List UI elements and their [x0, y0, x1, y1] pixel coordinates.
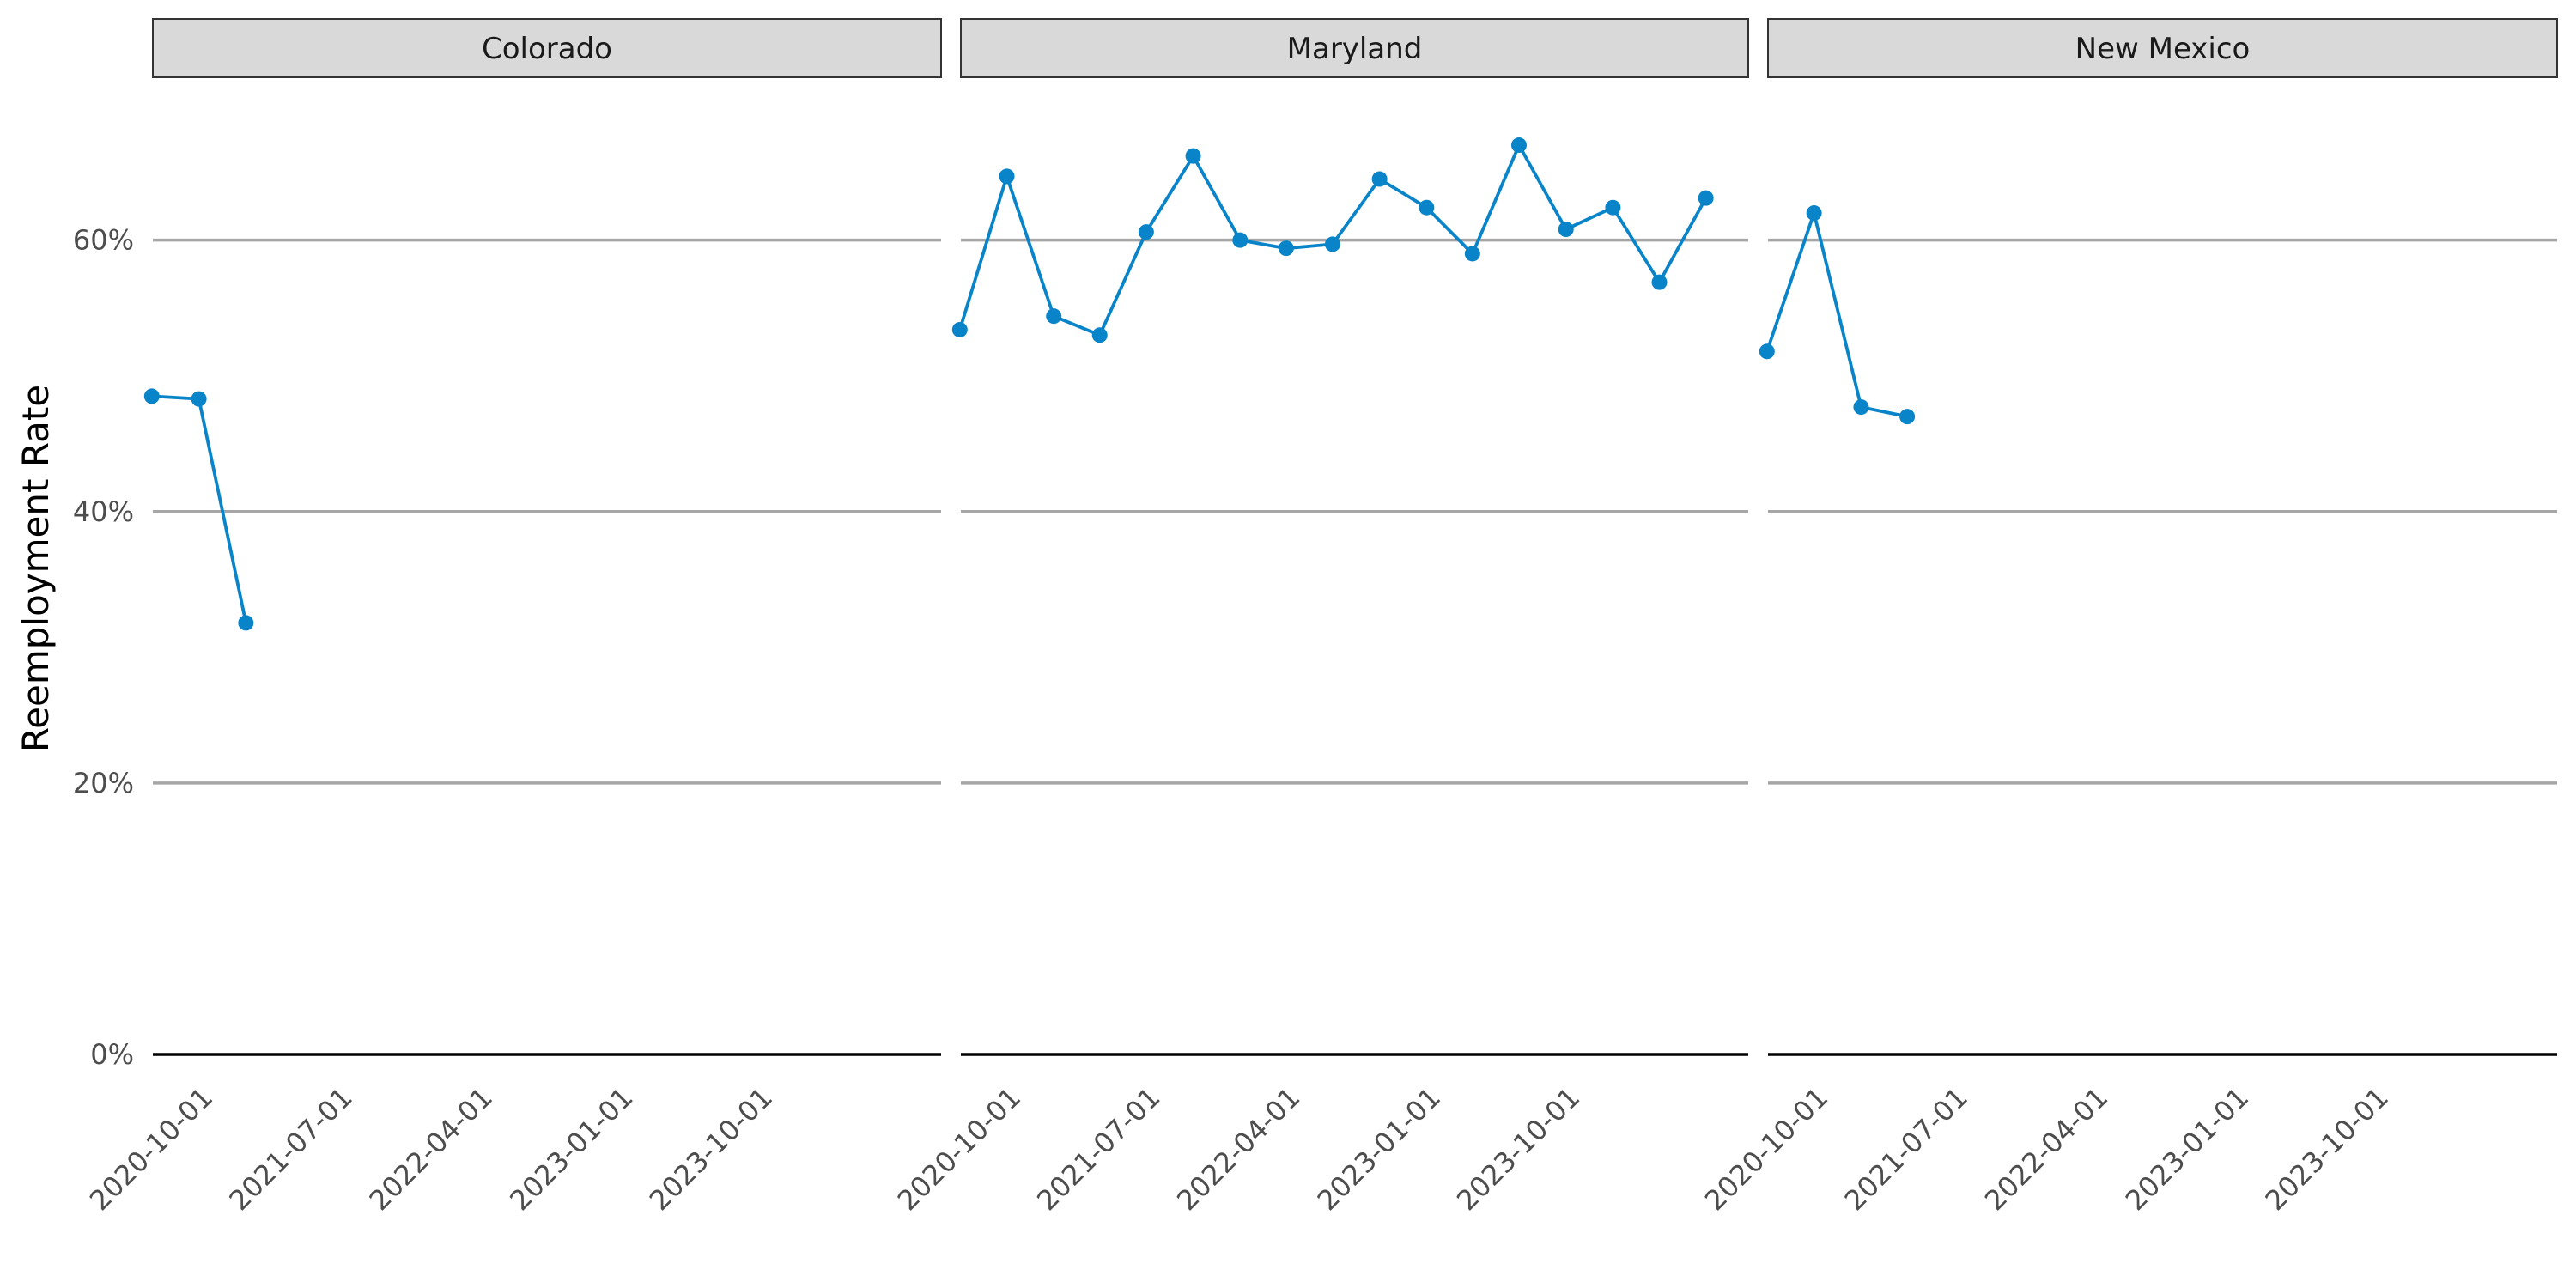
x-tick-label: 2022-04-01 [363, 1081, 499, 1217]
y-tick-label: 0% [90, 1038, 134, 1071]
x-tick-label: 2022-04-01 [1170, 1081, 1306, 1217]
data-point [1464, 246, 1480, 262]
x-tick-label: 2020-10-01 [1698, 1081, 1834, 1217]
y-axis-ticks: 0% 20% 40% 60% [73, 224, 134, 1071]
facet-strip [960, 18, 1749, 78]
data-point [1899, 409, 1916, 425]
facet-panel: New Mexico 2020-10-01 2021-07-01 2022-04-01… [1698, 18, 2558, 1217]
facet-strip-label: Colorado [482, 32, 612, 66]
data-point [1371, 171, 1388, 187]
facet-strip [1767, 18, 2558, 78]
data-point [1185, 148, 1201, 164]
y-axis-label: Reemployment Rate [15, 385, 57, 752]
data-point [1605, 199, 1621, 216]
x-tick-label: 2023-10-01 [643, 1081, 779, 1217]
series-line [1765, 211, 1908, 418]
data-point [1806, 205, 1822, 222]
y-tick-label: 60% [73, 224, 134, 257]
y-tick-label: 20% [73, 767, 134, 799]
x-tick-label: 2021-07-01 [1838, 1081, 1974, 1217]
data-point [1324, 236, 1340, 252]
data-point [191, 391, 207, 407]
data-point [999, 168, 1015, 185]
facet-strip-label: New Mexico [2075, 32, 2251, 66]
data-point [1759, 343, 1775, 360]
data-point [1232, 232, 1249, 248]
y-tick-label: 40% [73, 495, 134, 528]
x-tick-label: 2021-07-01 [222, 1081, 358, 1217]
x-tick-label: 2023-01-01 [503, 1081, 639, 1217]
data-point [1091, 327, 1108, 343]
x-tick-label: 2023-10-01 [1450, 1081, 1586, 1217]
x-tick-label: 2023-01-01 [2119, 1081, 2255, 1217]
data-point [143, 388, 160, 404]
data-point [1558, 222, 1574, 238]
data-point [1651, 274, 1668, 290]
x-tick-label: 2020-10-01 [891, 1081, 1027, 1217]
x-tick-label: 2023-01-01 [1311, 1081, 1447, 1217]
x-tick-label: 2021-07-01 [1030, 1081, 1166, 1217]
data-point [1278, 240, 1294, 257]
facet-strip [152, 18, 942, 78]
data-point [238, 615, 254, 631]
series-line [151, 394, 248, 623]
data-point [1419, 199, 1435, 216]
data-point [951, 321, 968, 337]
facet-strip-label: Maryland [1287, 32, 1423, 66]
x-tick-label: 2022-04-01 [1978, 1081, 2114, 1217]
data-point [1510, 137, 1527, 154]
data-point [1138, 224, 1154, 240]
x-tick-label: 2023-10-01 [2259, 1081, 2395, 1217]
data-point [1698, 190, 1714, 206]
x-tick-label: 2020-10-01 [83, 1081, 219, 1217]
data-point [1853, 399, 1869, 416]
data-point [1046, 308, 1062, 325]
